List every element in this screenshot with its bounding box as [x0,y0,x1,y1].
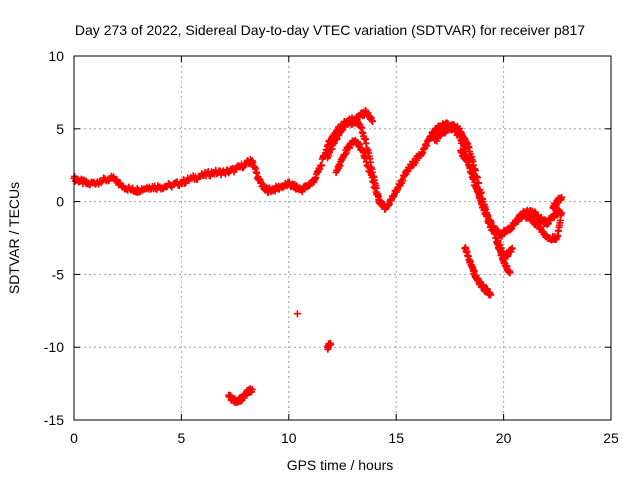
data-point [508,244,516,252]
data-point [173,178,181,186]
y-tick-label: -10 [44,339,64,355]
x-tick-label: 5 [178,430,186,446]
y-axis-label: SDTVAR / TECUs [6,182,22,294]
grid [74,56,611,420]
data-point [248,385,256,393]
data-point [318,162,326,170]
x-tick-label: 10 [281,430,297,446]
x-tick-label: 25 [603,430,619,446]
data-point [369,118,377,125]
y-tick-label: -5 [52,266,65,282]
data-point [487,291,495,299]
data-point [472,167,479,174]
y-tick-label: 0 [56,194,64,210]
data-point [506,269,514,277]
data-point [239,164,247,172]
data-point [293,310,301,318]
plot-frame [73,55,612,421]
data-point [327,340,335,348]
x-tick-label: 0 [70,430,78,446]
y-tick-label: -15 [44,412,64,428]
x-tick-label: 15 [388,430,404,446]
data-point [377,201,385,208]
y-tick-label: 10 [48,48,64,64]
data-points [70,107,566,407]
x-tick-label: 20 [496,430,512,446]
data-point [558,193,566,201]
y-tick-label: 5 [56,121,64,137]
x-axis-label: GPS time / hours [287,457,394,473]
data-point [221,170,229,178]
chart-title: Day 273 of 2022, Sidereal Day-to-day VTE… [75,22,585,38]
ticks: 0 5 10 15 20 25 -15 -10 -5 0 5 10 [44,48,619,446]
